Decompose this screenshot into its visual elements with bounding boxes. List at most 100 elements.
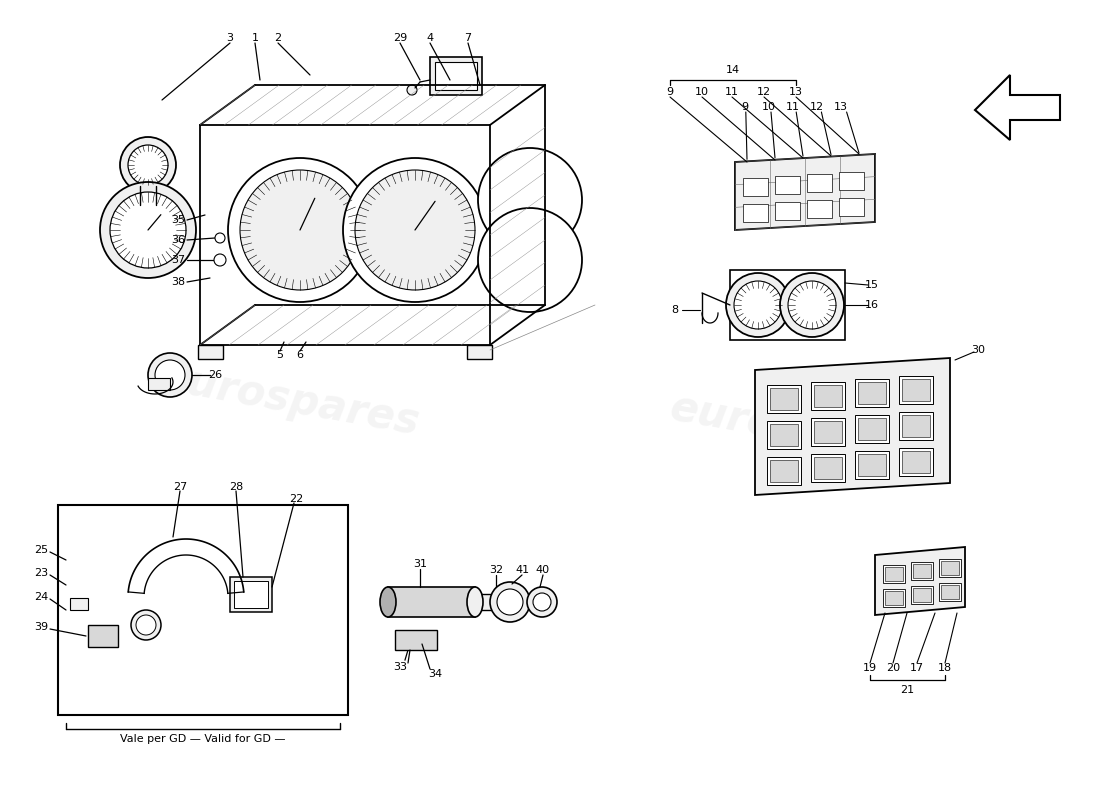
- Bar: [855, 415, 889, 443]
- Bar: [230, 577, 272, 612]
- Bar: [811, 454, 845, 482]
- Bar: [807, 174, 832, 192]
- Text: 40: 40: [536, 565, 550, 575]
- Bar: [770, 424, 798, 446]
- Bar: [814, 457, 842, 479]
- Text: 18: 18: [938, 663, 953, 673]
- Bar: [911, 586, 933, 604]
- Bar: [388, 587, 475, 617]
- Bar: [478, 594, 492, 610]
- Bar: [395, 630, 437, 650]
- Text: 21: 21: [901, 685, 914, 695]
- Text: 28: 28: [229, 482, 243, 492]
- Circle shape: [343, 158, 487, 302]
- Bar: [839, 172, 864, 190]
- Text: 9: 9: [667, 87, 673, 97]
- Text: 39: 39: [34, 622, 48, 632]
- Text: 1: 1: [252, 33, 258, 43]
- Polygon shape: [755, 358, 950, 495]
- Bar: [858, 418, 886, 440]
- Text: 14: 14: [726, 65, 740, 75]
- Text: 3: 3: [227, 33, 233, 43]
- Bar: [940, 561, 959, 575]
- Bar: [902, 379, 930, 401]
- Bar: [88, 625, 118, 647]
- Circle shape: [355, 170, 475, 290]
- Circle shape: [228, 158, 372, 302]
- Polygon shape: [874, 547, 965, 615]
- Text: 10: 10: [695, 87, 710, 97]
- Bar: [776, 176, 800, 194]
- Circle shape: [128, 145, 168, 185]
- Circle shape: [780, 273, 844, 337]
- Circle shape: [136, 615, 156, 635]
- Text: eurospares: eurospares: [667, 386, 933, 474]
- Bar: [814, 385, 842, 407]
- Bar: [913, 564, 931, 578]
- Circle shape: [100, 182, 196, 278]
- Bar: [902, 415, 930, 437]
- Text: 38: 38: [170, 277, 185, 287]
- Text: 22: 22: [289, 494, 304, 504]
- Bar: [940, 585, 959, 599]
- Text: 35: 35: [170, 215, 185, 225]
- Bar: [814, 421, 842, 443]
- Polygon shape: [975, 75, 1060, 140]
- Text: 41: 41: [515, 565, 529, 575]
- Text: 25: 25: [34, 545, 48, 555]
- Text: 15: 15: [865, 280, 879, 290]
- Circle shape: [407, 85, 417, 95]
- Circle shape: [148, 353, 192, 397]
- Text: 29: 29: [393, 33, 407, 43]
- Bar: [939, 559, 961, 577]
- Circle shape: [214, 233, 225, 243]
- Bar: [811, 382, 845, 410]
- Bar: [58, 505, 348, 715]
- Bar: [858, 382, 886, 404]
- Text: eurospares: eurospares: [157, 357, 424, 443]
- Bar: [468, 345, 492, 359]
- Bar: [742, 204, 768, 222]
- Circle shape: [240, 170, 360, 290]
- Text: 32: 32: [488, 565, 503, 575]
- Text: 6: 6: [297, 350, 304, 360]
- Bar: [807, 200, 832, 218]
- Bar: [811, 418, 845, 446]
- Bar: [148, 378, 170, 390]
- Bar: [730, 270, 845, 340]
- Text: 20: 20: [886, 663, 900, 673]
- Circle shape: [110, 192, 186, 268]
- Text: 23: 23: [34, 568, 48, 578]
- Text: 4: 4: [427, 33, 433, 43]
- Text: 36: 36: [170, 235, 185, 245]
- Text: 13: 13: [834, 102, 847, 112]
- Circle shape: [527, 587, 557, 617]
- Bar: [902, 451, 930, 473]
- Bar: [434, 62, 477, 90]
- Polygon shape: [735, 154, 874, 230]
- Bar: [858, 454, 886, 476]
- Circle shape: [490, 582, 530, 622]
- Text: 30: 30: [971, 345, 984, 355]
- Bar: [776, 202, 800, 220]
- Text: 2: 2: [274, 33, 282, 43]
- Circle shape: [497, 589, 522, 615]
- Circle shape: [120, 137, 176, 193]
- Circle shape: [734, 281, 782, 329]
- Bar: [913, 588, 931, 602]
- Text: 10: 10: [762, 102, 776, 112]
- Bar: [430, 57, 482, 95]
- Bar: [899, 376, 933, 404]
- Text: 8: 8: [671, 305, 678, 315]
- Circle shape: [788, 281, 836, 329]
- Circle shape: [155, 360, 185, 390]
- Circle shape: [478, 148, 582, 252]
- Text: 11: 11: [785, 102, 800, 112]
- Text: 12: 12: [810, 102, 824, 112]
- Text: 24: 24: [34, 592, 48, 602]
- Text: 16: 16: [865, 300, 879, 310]
- Text: 34: 34: [428, 669, 442, 679]
- Bar: [855, 451, 889, 479]
- Bar: [886, 567, 903, 581]
- Bar: [899, 412, 933, 440]
